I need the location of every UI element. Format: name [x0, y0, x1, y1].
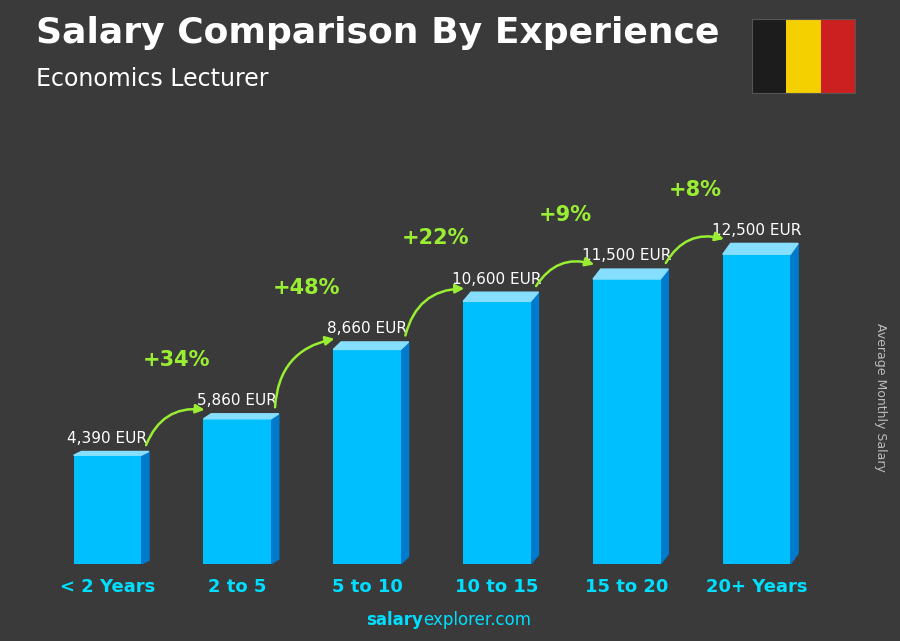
Polygon shape — [723, 244, 798, 254]
Bar — [821, 19, 855, 93]
Text: +48%: +48% — [273, 278, 340, 298]
Polygon shape — [271, 413, 279, 564]
Polygon shape — [400, 342, 409, 564]
Text: Average Monthly Salary: Average Monthly Salary — [874, 323, 886, 472]
Text: +9%: +9% — [539, 205, 592, 225]
Polygon shape — [141, 451, 149, 564]
Bar — [593, 279, 661, 564]
Text: Economics Lecturer: Economics Lecturer — [36, 67, 268, 91]
Text: 8,660 EUR: 8,660 EUR — [327, 321, 407, 337]
Text: 10,600 EUR: 10,600 EUR — [452, 272, 542, 287]
Bar — [464, 301, 531, 564]
Bar — [333, 349, 400, 564]
Text: 12,500 EUR: 12,500 EUR — [712, 223, 801, 238]
Bar — [786, 19, 821, 93]
Polygon shape — [790, 244, 798, 564]
Bar — [203, 419, 271, 564]
Text: explorer.com: explorer.com — [423, 612, 531, 629]
Polygon shape — [593, 269, 669, 279]
Text: 4,390 EUR: 4,390 EUR — [68, 431, 148, 446]
Text: 5,860 EUR: 5,860 EUR — [197, 393, 277, 408]
Bar — [74, 455, 141, 564]
Polygon shape — [661, 269, 669, 564]
Polygon shape — [531, 292, 538, 564]
Polygon shape — [333, 342, 409, 349]
Text: salary: salary — [366, 612, 423, 629]
Polygon shape — [464, 292, 538, 301]
Bar — [723, 254, 790, 564]
Bar — [752, 19, 786, 93]
Polygon shape — [203, 413, 279, 419]
Polygon shape — [74, 451, 149, 455]
Text: 11,500 EUR: 11,500 EUR — [582, 249, 671, 263]
Text: Salary Comparison By Experience: Salary Comparison By Experience — [36, 16, 719, 50]
Text: +22%: +22% — [402, 228, 470, 248]
Text: +34%: +34% — [142, 350, 210, 370]
Text: +8%: +8% — [669, 179, 722, 199]
